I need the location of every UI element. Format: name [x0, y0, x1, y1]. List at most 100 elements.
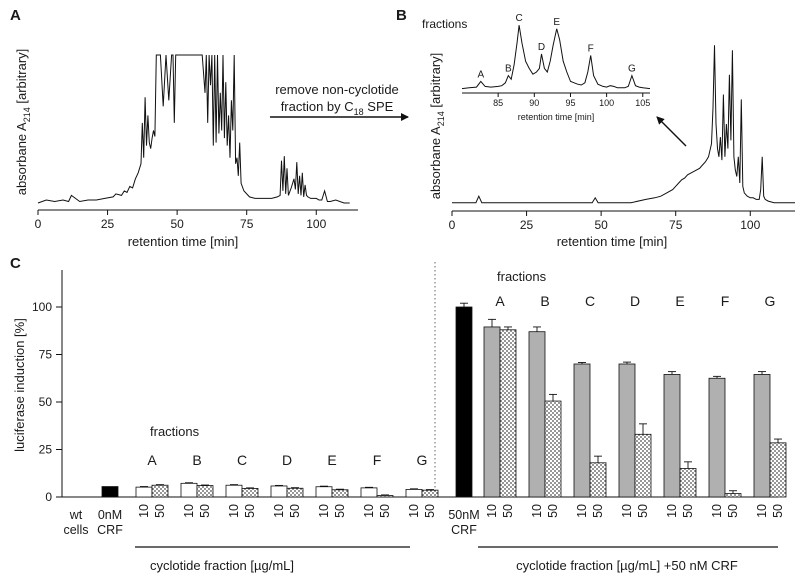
chart-a-tick-label-2: 50 [170, 217, 184, 231]
frac-a-dose-10: 10 [137, 504, 151, 518]
frac-d-dose-10: 10 [272, 504, 286, 518]
chart-b: 0 25 50 75 100 retention time [min] absorban… [428, 45, 795, 249]
frac-crf-b-dose-50: 50 [546, 504, 560, 518]
bar-0nm-crf-label-line-0: 0nM [98, 508, 122, 522]
frac-c-dose-10: 10 [227, 504, 241, 518]
fraction-label-left-d: D [282, 452, 292, 468]
inset-arrow [656, 116, 687, 147]
bar-frac-g-50 [421, 489, 439, 498]
annotation-line1: remove non-cyclotide [275, 82, 399, 97]
bar-frac-crf-g-10 [753, 374, 771, 498]
inset-title: fractions [422, 17, 467, 31]
chart-c: 0 25 50 75 100 luciferase induction [%] frac… [12, 262, 787, 573]
bar-frac-a-50 [151, 484, 169, 498]
bar-frac-crf-c-10 [573, 363, 591, 498]
chart-b-xlabel: retention time [min] [557, 234, 668, 249]
bar-frac-b-10 [180, 482, 198, 498]
inset-peak-label-d: D [538, 42, 545, 53]
bar-frac-b-50 [196, 485, 214, 498]
bar-wt-cells-label-line-1: cells [63, 523, 88, 537]
bracket-left-label: cyclotide fraction [µg/mL] [150, 558, 294, 573]
bar-frac-crf-a-10 [483, 326, 501, 498]
chart-a-ylabel-sub: 214 [22, 107, 32, 122]
fraction-label-left-g: G [417, 452, 428, 468]
frac-b-dose-10: 10 [182, 504, 196, 518]
frac-f-dose-50: 50 [378, 504, 392, 518]
bar-0nm-crf-label-line-1: CRF [97, 523, 123, 537]
frac-g-dose-50: 50 [423, 504, 437, 518]
bar-frac-e-50 [331, 489, 349, 498]
chart-b-tick-label-4: 100 [740, 218, 760, 232]
frac-crf-b-dose-10: 10 [530, 504, 544, 518]
bracket-right-label: cyclotide fraction [µg/mL] +50 nM CRF [516, 558, 738, 573]
fraction-label-right-g: G [765, 293, 776, 309]
frac-f-dose-10: 10 [362, 504, 376, 518]
bar-frac-g-10 [405, 488, 423, 498]
chart-b-tick-label-3: 75 [669, 218, 683, 232]
spe-annotation: remove non-cyclotide fraction by C18 SPE [270, 82, 409, 121]
chart-a-tick-label-3: 75 [240, 217, 254, 231]
bar-frac-crf-b-10 [528, 331, 546, 498]
chart-a-trace [37, 54, 350, 204]
fraction-label-left-e: E [327, 452, 336, 468]
frac-d-dose-50: 50 [288, 504, 302, 518]
annotation-line2: fraction by C18 SPE [281, 99, 394, 117]
chart-b-ylabel-sub: 214 [436, 111, 446, 126]
frac-crf-f-dose-50: 50 [726, 504, 740, 518]
frac-e-dose-10: 10 [317, 504, 331, 518]
inset-trace [461, 25, 651, 90]
inset-x-ticks: 85 90 95 100 105 [493, 93, 650, 108]
bar-wt-cells-label-line-0: wt [69, 508, 83, 522]
bar-frac-crf-d-50 [634, 433, 652, 498]
bar-frac-crf-g-50 [769, 442, 787, 498]
frac-crf-d-dose-50: 50 [636, 504, 650, 518]
bar-frac-a-10 [135, 486, 153, 498]
inset-tick-label-0: 85 [493, 98, 503, 108]
fractions-title-left: fractions [150, 424, 200, 439]
chart-b-trace [452, 45, 795, 204]
fraction-label-right-d: D [630, 293, 640, 309]
frac-crf-e-dose-50: 50 [681, 504, 695, 518]
bar-frac-crf-f-10 [708, 377, 726, 498]
bar-frac-f-50 [376, 495, 394, 498]
chart-a-tick-label-4: 100 [306, 217, 326, 231]
chart-b-ylabel: absorbane A214 [arbitrary] [428, 53, 446, 200]
fraction-label-right-c: C [585, 293, 595, 309]
chart-a-xlabel: retention time [min] [128, 234, 239, 249]
chart-c-ytick-label-2: 50 [39, 395, 53, 409]
frac-c-dose-50: 50 [243, 504, 257, 518]
frac-crf-a-dose-10: 10 [485, 504, 499, 518]
fraction-label-right-b: B [540, 293, 549, 309]
fractions-title-right: fractions [497, 269, 547, 284]
chart-a-ylabel: absorbane A214 [arbitrary] [14, 49, 32, 196]
chart-b-tick-label-2: 50 [594, 218, 608, 232]
bar-50nm-crf-label-line-0: 50nM [448, 508, 479, 522]
frac-crf-c-dose-10: 10 [575, 504, 589, 518]
panel-letter-b: B [396, 7, 407, 24]
chart-a: 0 25 50 75 100 retention time [min] absorban… [14, 49, 358, 249]
chart-b-tick-label-1: 25 [520, 218, 534, 232]
annotation-line2-pre: fraction by C [281, 99, 354, 114]
fraction-label-left-a: A [147, 452, 157, 468]
chart-b-tick-label-0: 0 [449, 218, 456, 232]
chart-b-ylabel-rest: [arbitrary] [428, 53, 443, 112]
bar-frac-crf-e-50 [679, 468, 697, 498]
chart-a-tick-label-0: 0 [35, 217, 42, 231]
frac-a-dose-50: 50 [153, 504, 167, 518]
frac-crf-f-dose-10: 10 [710, 504, 724, 518]
bar-frac-crf-b-50 [544, 400, 562, 498]
inset-peak-label-c: C [516, 13, 523, 24]
inset-peak-labels: A B C D E F G [477, 13, 636, 80]
fraction-label-right-f: F [721, 293, 730, 309]
annotation-line2-sub: 18 [354, 107, 364, 117]
bar-frac-crf-e-10 [663, 374, 681, 498]
bar-frac-c-10 [225, 484, 243, 498]
chart-b-inset: fractions 85 90 95 100 105 A B C D E F G retention… [422, 13, 650, 122]
inset-xlabel: retention time [min] [518, 112, 595, 122]
annotation-line2-post: SPE [364, 99, 394, 114]
bar-frac-crf-f-50 [724, 493, 742, 498]
chart-a-tick-label-1: 25 [101, 217, 115, 231]
fraction-label-right-e: E [675, 293, 684, 309]
